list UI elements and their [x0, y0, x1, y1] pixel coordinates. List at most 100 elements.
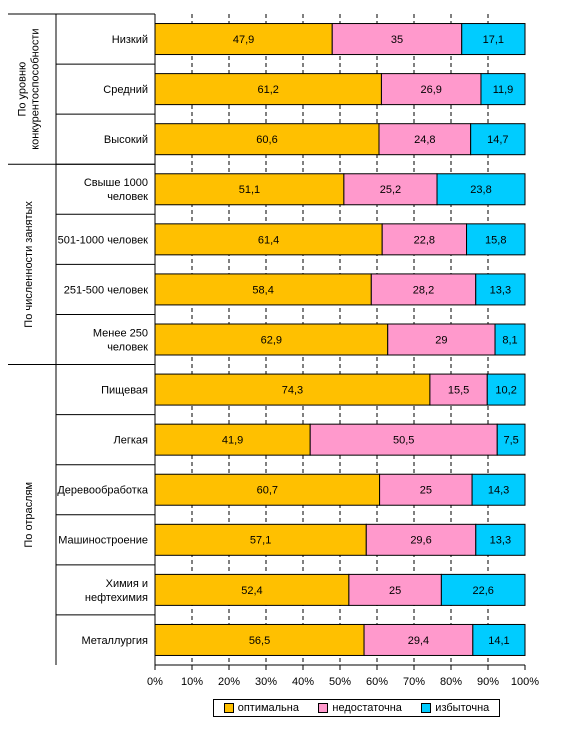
category-label: Менее 250	[93, 327, 148, 339]
bar-segment	[472, 623, 526, 656]
bar-segment	[154, 23, 333, 56]
chart-legend: оптимальна недостаточна избыточна	[213, 699, 500, 717]
bar-segment	[461, 23, 526, 56]
data-label: 14,1	[488, 635, 509, 647]
data-label: 15,8	[485, 234, 506, 246]
legend-swatch-excessive	[421, 703, 432, 713]
bar-segment	[380, 73, 482, 106]
category-label: Свыше 1000	[84, 177, 148, 189]
x-tick-label: 100%	[511, 676, 539, 688]
legend-item-optimal: оптимальна	[223, 702, 299, 714]
data-label: 11,9	[493, 84, 514, 96]
data-label: 60,6	[256, 134, 277, 146]
data-label: 56,5	[249, 635, 270, 647]
bar-segment	[379, 473, 473, 506]
bar-segment	[363, 623, 474, 656]
group-label: По уровню	[16, 62, 28, 117]
data-label: 47,9	[233, 34, 254, 46]
legend-label-optimal: оптимальна	[237, 702, 299, 714]
data-label: 10,2	[495, 384, 516, 396]
group-label: По численности занятых	[23, 201, 35, 328]
bar-segment	[470, 123, 526, 156]
category-label: Средний	[103, 84, 148, 96]
data-label: 26,9	[420, 84, 441, 96]
data-label: 25	[389, 585, 401, 597]
category-label: Низкий	[112, 34, 148, 46]
data-label: 13,3	[490, 284, 511, 296]
bar-segment	[154, 73, 382, 106]
bar-segment	[496, 423, 526, 456]
data-label: 28,2	[413, 284, 434, 296]
bar-segment	[429, 373, 488, 406]
bar-segment	[471, 473, 526, 506]
data-label: 14,7	[487, 134, 508, 146]
bar-segment	[331, 23, 463, 56]
category-label: Металлургия	[81, 635, 148, 647]
legend-item-insufficient: недостаточна	[318, 702, 402, 714]
x-tick-label: 50%	[329, 676, 351, 688]
category-label: человек	[107, 341, 148, 353]
legend-swatch-insufficient	[318, 703, 329, 713]
data-label: 7,5	[503, 435, 518, 447]
group-label: конкурентоспособности	[29, 28, 41, 149]
data-label: 25	[420, 485, 432, 497]
data-label: 62,9	[261, 334, 282, 346]
category-label: Пищевая	[101, 384, 148, 396]
category-label: 251-500 человек	[64, 284, 148, 296]
category-label: 501-1000 человек	[58, 234, 149, 246]
category-label: нефтехимия	[85, 592, 148, 604]
bar-segment	[494, 323, 526, 356]
data-label: 22,8	[414, 234, 435, 246]
data-label: 61,4	[258, 234, 279, 246]
data-label: 74,3	[282, 384, 303, 396]
x-tick-label: 20%	[218, 676, 240, 688]
bar-segment	[381, 223, 468, 256]
bar-segment	[466, 223, 526, 256]
bar-segment	[365, 523, 477, 556]
category-label: Высокий	[104, 134, 148, 146]
x-tick-label: 80%	[440, 676, 462, 688]
data-label: 17,1	[483, 34, 504, 46]
bar-segment	[343, 173, 438, 206]
data-label: 29,4	[408, 635, 429, 647]
data-label: 22,6	[472, 585, 493, 597]
data-label: 58,4	[252, 284, 273, 296]
data-label: 50,5	[393, 435, 414, 447]
x-tick-label: 40%	[292, 676, 314, 688]
x-tick-label: 0%	[147, 676, 163, 688]
x-tick-label: 10%	[181, 676, 203, 688]
bar-segment	[480, 73, 526, 106]
data-label: 29,6	[410, 535, 431, 547]
data-label: 29	[435, 334, 447, 346]
legend-item-excessive: избыточна	[421, 702, 489, 714]
group-label: По отраслям	[23, 482, 35, 548]
bar-segment	[154, 423, 311, 456]
bar-segment	[436, 173, 526, 206]
bar-segment	[154, 123, 380, 156]
data-label: 57,1	[250, 535, 271, 547]
data-label: 60,7	[257, 485, 278, 497]
category-label: Легкая	[114, 435, 149, 447]
data-label: 41,9	[222, 435, 243, 447]
x-tick-label: 30%	[255, 676, 277, 688]
bar-segment	[154, 523, 367, 556]
bar-segment	[309, 423, 498, 456]
data-label: 15,5	[448, 384, 469, 396]
data-label: 25,2	[380, 184, 401, 196]
data-label: 61,2	[258, 84, 279, 96]
data-label: 13,3	[490, 535, 511, 547]
legend-label-excessive: избыточна	[435, 702, 490, 714]
x-tick-label: 70%	[403, 676, 425, 688]
x-tick-label: 90%	[477, 676, 499, 688]
legend-swatch-optimal	[223, 703, 234, 713]
category-label: человек	[107, 191, 148, 203]
data-label: 35	[391, 34, 403, 46]
bar-segment	[475, 273, 526, 306]
category-label: Химия и	[106, 578, 148, 590]
bar-segment	[440, 573, 526, 606]
bar-segment	[154, 573, 350, 606]
category-label: Деревообработка	[57, 485, 149, 497]
data-label: 23,8	[470, 184, 491, 196]
legend-label-insufficient: недостаточна	[332, 702, 402, 714]
